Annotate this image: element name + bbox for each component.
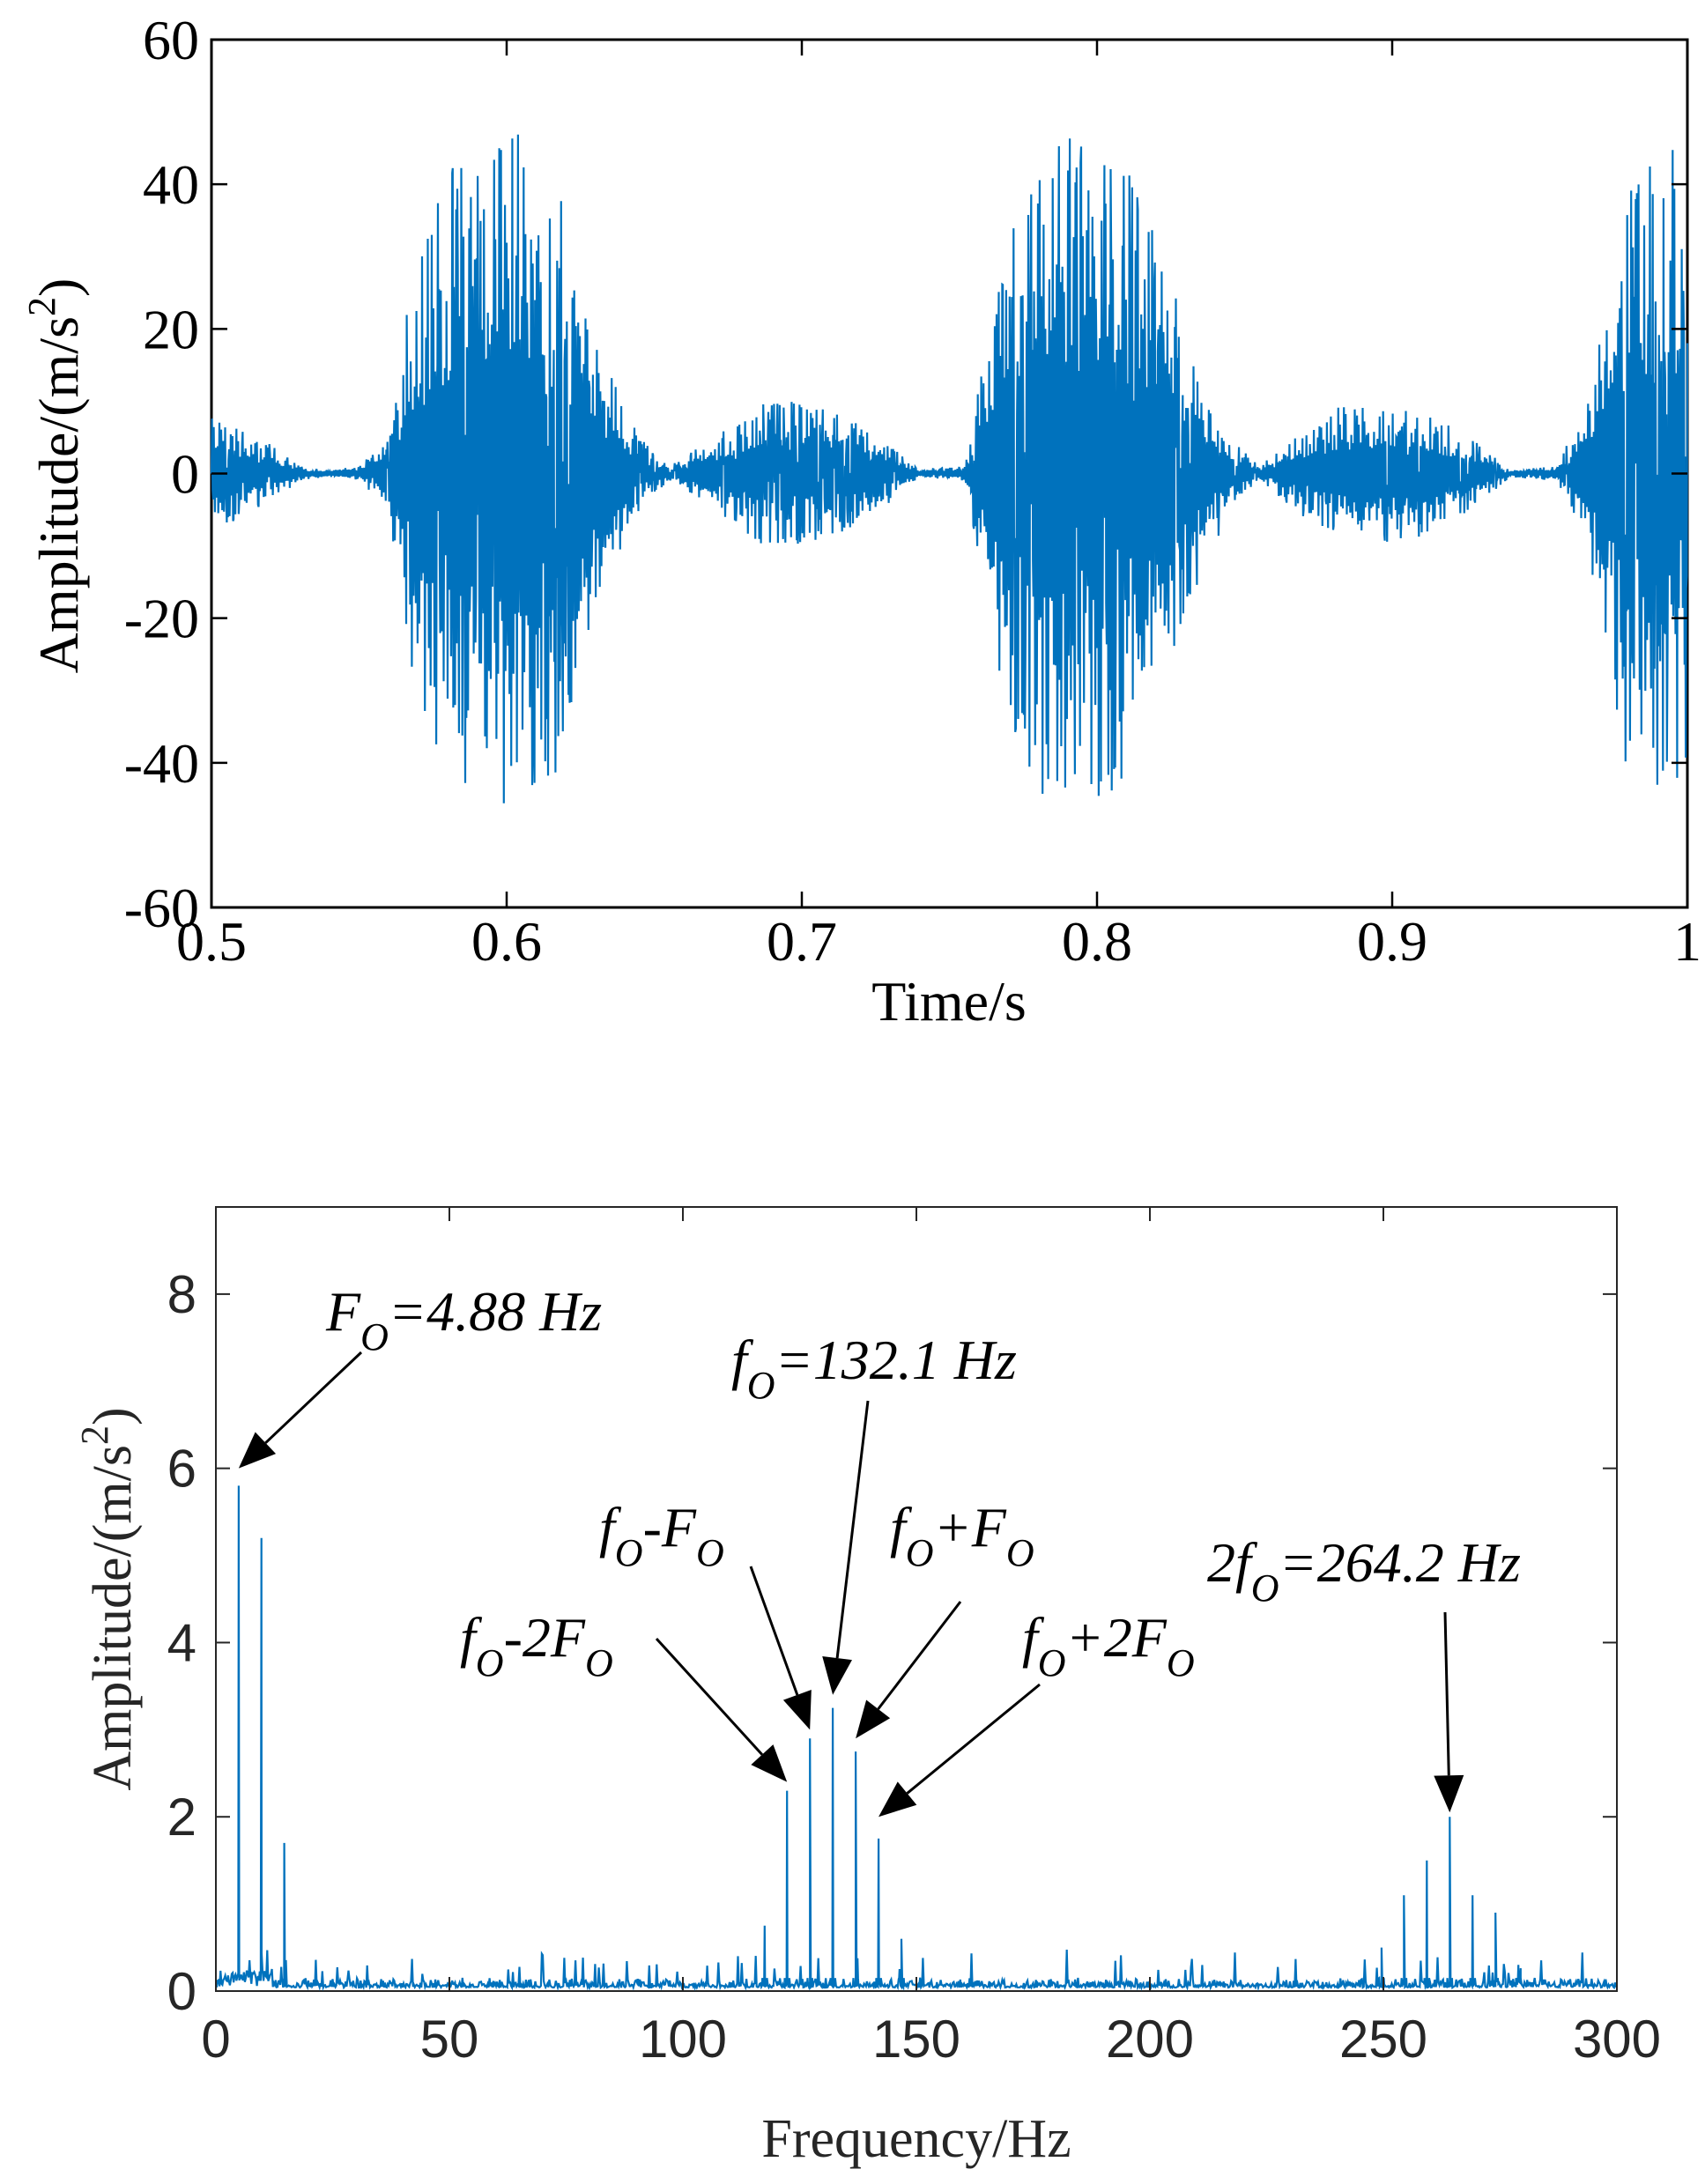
annotation-fo-plus-2Fo: fO+2FO — [1022, 1606, 1195, 1684]
spectrum-y-tick-label: 6 — [167, 1440, 196, 1499]
annotation-arrow-shaft — [906, 1683, 1041, 1795]
spectrum-x-tick-label: 300 — [1573, 2010, 1661, 2069]
time-y-tick-label: 20 — [143, 298, 199, 360]
annotation-arrow-head — [238, 1432, 277, 1469]
time-x-tick-label: 0.8 — [1062, 910, 1132, 973]
envelope-spectrum-chart: 0 50 100 150 200 250 300 0 2 4 6 8 Frequency/Hz Amp… — [73, 1206, 1661, 2169]
spectrum-x-tick-label: 150 — [872, 2010, 960, 2069]
time-waveform-series — [210, 134, 1689, 803]
spectrum-x-axis-label: Frequency/Hz — [761, 2109, 1071, 2169]
time-axis-ticks: 0.5 0.6 0.7 0.8 0.9 1 -60 -40 -20 0 20 40 60 — [124, 9, 1701, 973]
spectrum-y-tick-label: 0 — [167, 1962, 196, 2021]
time-y-tick-label: -20 — [124, 588, 199, 650]
annotation-arrow-shaft — [835, 1400, 870, 1659]
time-y-tick-label: 0 — [171, 443, 199, 506]
annotation-arrow-shaft — [264, 1351, 363, 1444]
annotation-arrow-shaft — [1443, 1611, 1450, 1776]
spectrum-y-tick-label: 8 — [167, 1265, 196, 1324]
annotation-fo-minus-Fo: fO-FO — [599, 1496, 724, 1574]
time-y-tick-label: 40 — [143, 153, 199, 216]
annotation-arrow-head — [1434, 1774, 1464, 1813]
annotation-arrow-head — [856, 1699, 891, 1739]
annotation-arrow-head — [822, 1656, 852, 1695]
annotation-arrow-shaft — [749, 1566, 799, 1696]
spectrum-x-tick-label: 100 — [639, 2010, 727, 2069]
spectrum-axis-ticks: 0 50 100 150 200 250 300 0 2 4 6 8 — [167, 1207, 1661, 2069]
annotation-fo-plus-Fo: fO+FO — [890, 1496, 1034, 1574]
annotation-arrow-head — [751, 1744, 788, 1782]
time-x-axis-label: Time/s — [871, 970, 1027, 1033]
time-x-tick-label: 0.9 — [1357, 910, 1427, 973]
spectrum-x-tick-label: 200 — [1106, 2010, 1194, 2069]
spectrum-annotations: FO=4.88 Hz fO=132.1 Hz fO-FO fO+FO fO-2F… — [325, 1280, 1521, 1684]
spectrum-x-tick-label: 0 — [201, 2010, 230, 2069]
annotation-arrow-head — [878, 1781, 917, 1818]
spectrum-y-axis-label: Amplitude/(m/s2) — [73, 1407, 143, 1790]
time-y-tick-label: -60 — [124, 877, 199, 939]
time-x-tick-label: 1 — [1673, 910, 1701, 973]
annotation-2fo: 2fO=264.2 Hz — [1207, 1531, 1521, 1610]
spectrum-y-tick-label: 2 — [167, 1788, 196, 1847]
annotation-fo-minus-2Fo: fO-2FO — [460, 1606, 613, 1684]
time-y-axis-label: Amplitude/(m/s2) — [20, 278, 90, 674]
time-x-tick-label: 0.5 — [176, 910, 247, 973]
spectrum-x-tick-label: 250 — [1339, 2010, 1427, 2069]
annotation-Fo: FO=4.88 Hz — [325, 1280, 602, 1359]
time-x-tick-label: 0.6 — [471, 910, 542, 973]
annotation-fo: fO=132.1 Hz — [731, 1329, 1017, 1407]
time-x-tick-label: 0.7 — [767, 910, 837, 973]
time-y-tick-label: -40 — [124, 732, 199, 795]
annotation-arrows — [238, 1351, 1464, 1818]
annotation-arrow-head — [782, 1690, 812, 1730]
spectrum-y-tick-label: 4 — [167, 1613, 196, 1672]
spectrum-x-tick-label: 50 — [420, 2010, 479, 2069]
time-waveform-line — [210, 134, 1689, 803]
annotation-arrow-shaft — [655, 1637, 764, 1756]
annotation-arrow-shaft — [877, 1601, 962, 1710]
time-y-tick-label: 60 — [143, 9, 199, 71]
